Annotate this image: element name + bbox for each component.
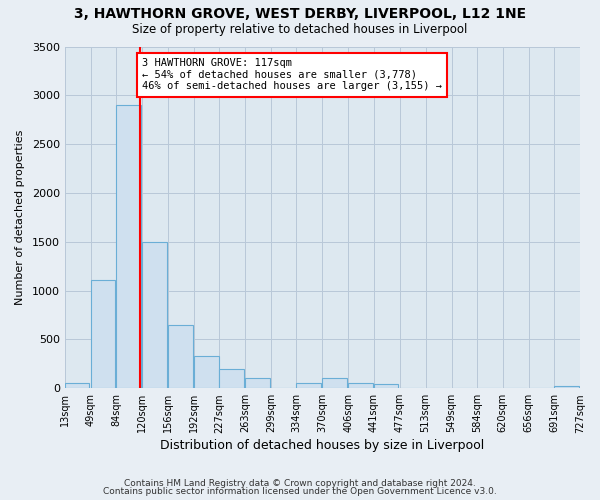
Text: 3, HAWTHORN GROVE, WEST DERBY, LIVERPOOL, L12 1NE: 3, HAWTHORN GROVE, WEST DERBY, LIVERPOOL…	[74, 8, 526, 22]
Text: 3 HAWTHORN GROVE: 117sqm
← 54% of detached houses are smaller (3,778)
46% of sem: 3 HAWTHORN GROVE: 117sqm ← 54% of detach…	[142, 58, 442, 92]
Bar	[296, 384, 321, 388]
Bar	[245, 378, 270, 388]
Bar	[194, 356, 218, 388]
Bar	[554, 386, 578, 388]
X-axis label: Distribution of detached houses by size in Liverpool: Distribution of detached houses by size …	[160, 440, 485, 452]
Bar	[220, 369, 244, 388]
Bar	[322, 378, 347, 388]
Bar	[349, 384, 373, 388]
Bar	[91, 280, 115, 388]
Bar	[142, 242, 167, 388]
Bar	[65, 384, 89, 388]
Text: Size of property relative to detached houses in Liverpool: Size of property relative to detached ho…	[133, 22, 467, 36]
Bar	[374, 384, 398, 388]
Y-axis label: Number of detached properties: Number of detached properties	[15, 130, 25, 305]
Text: Contains HM Land Registry data © Crown copyright and database right 2024.: Contains HM Land Registry data © Crown c…	[124, 478, 476, 488]
Bar	[168, 324, 193, 388]
Text: Contains public sector information licensed under the Open Government Licence v3: Contains public sector information licen…	[103, 487, 497, 496]
Bar	[116, 105, 140, 388]
